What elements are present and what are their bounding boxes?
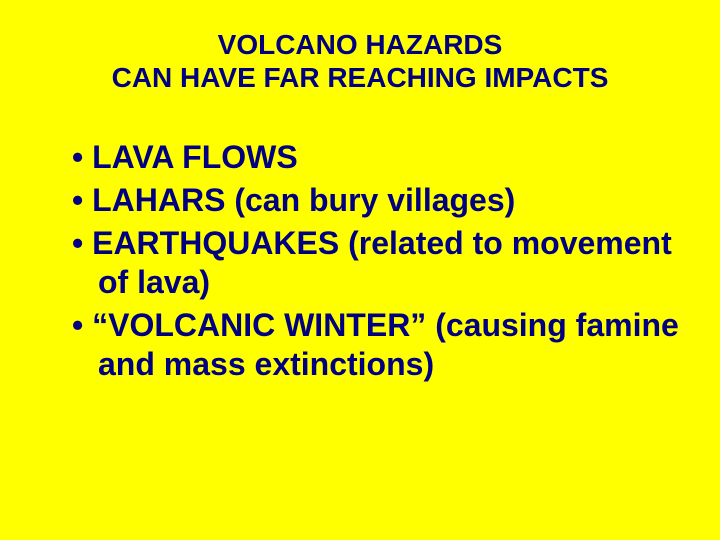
bullet-text: LAVA FLOWS — [92, 139, 298, 175]
bullet-text: “VOLCANIC WINTER” (causing famine and ma… — [92, 307, 679, 382]
list-item: LAHARS (can bury villages) — [40, 181, 680, 220]
list-item: “VOLCANIC WINTER” (causing famine and ma… — [40, 306, 680, 384]
list-item: LAVA FLOWS — [40, 138, 680, 177]
slide: VOLCANO HAZARDS CAN HAVE FAR REACHING IM… — [0, 0, 720, 540]
bullet-text: EARTHQUAKES (related to movement of lava… — [92, 225, 672, 300]
title-line-1: VOLCANO HAZARDS — [218, 29, 503, 60]
bullet-list: LAVA FLOWS LAHARS (can bury villages) EA… — [40, 138, 680, 384]
bullet-text: LAHARS (can bury villages) — [92, 182, 515, 218]
slide-title: VOLCANO HAZARDS CAN HAVE FAR REACHING IM… — [40, 28, 680, 94]
list-item: EARTHQUAKES (related to movement of lava… — [40, 224, 680, 302]
title-line-2: CAN HAVE FAR REACHING IMPACTS — [112, 62, 609, 93]
